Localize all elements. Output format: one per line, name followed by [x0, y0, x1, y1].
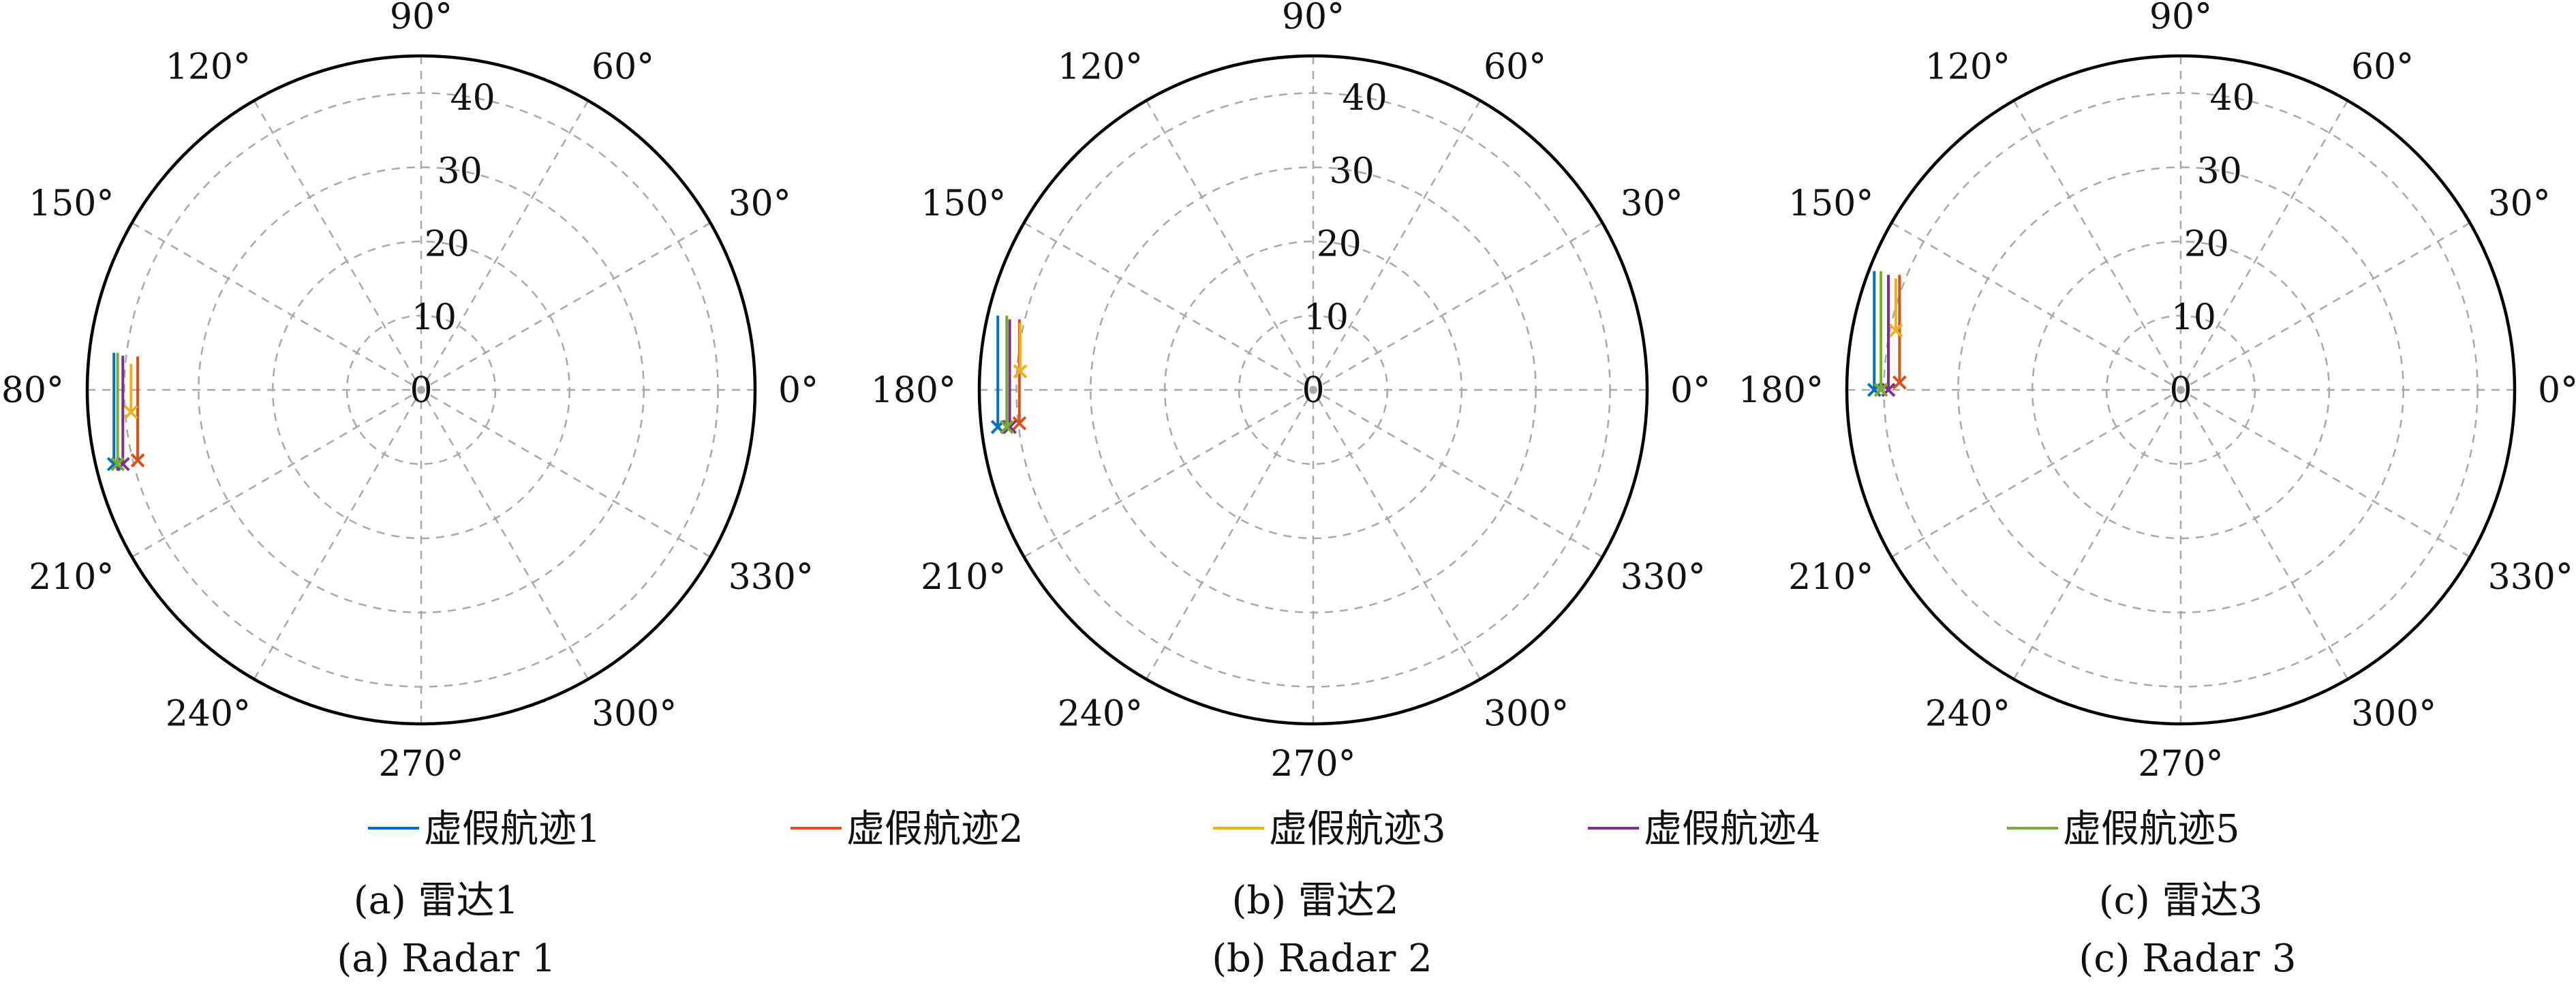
polar-panel-a: 0° 30° 60° 90° 120° 150° 180° 210° 240° … — [0, 0, 818, 981]
polar-outer-circle — [85, 54, 757, 726]
theta-tick-label: 180° — [0, 370, 64, 411]
theta-tick-label: 270° — [378, 744, 463, 785]
legend-label: 虚假航迹1 — [424, 807, 601, 851]
radial-tick-label: 20 — [1317, 224, 1362, 265]
legend-item: 虚假航迹3 — [1213, 807, 1446, 851]
track-series — [990, 316, 1028, 434]
theta-tick-label: 180° — [871, 370, 956, 411]
legend-label: 虚假航迹2 — [846, 807, 1024, 851]
theta-tick-labels: 0° 30° 60° 90° 120° 150° 180° 210° 240° … — [0, 0, 818, 785]
track-end-marker — [1888, 323, 1903, 338]
theta-tick-label: 60° — [2351, 46, 2414, 87]
theta-tick-label: 240° — [1058, 694, 1143, 735]
theta-tick-label: 0° — [2538, 370, 2576, 411]
legend-label: 虚假航迹3 — [1269, 807, 1446, 851]
radial-tick-label: 10 — [2171, 297, 2216, 338]
theta-tick-label: 270° — [2138, 744, 2223, 785]
legend-label: 虚假航迹5 — [2063, 807, 2240, 851]
radial-tick-labels: 0 10 20 30 40 — [1302, 78, 1387, 411]
angular-grid-spoke — [1024, 222, 1603, 558]
theta-tick-label: 300° — [592, 694, 677, 735]
theta-tick-label: 210° — [921, 557, 1006, 598]
legend-item: 虚假航迹5 — [2007, 807, 2240, 851]
track-end-marker — [110, 457, 125, 472]
radial-tick-label: 40 — [450, 78, 495, 119]
legend-item: 虚假航迹2 — [791, 807, 1024, 851]
caption-cn: (a) 雷达1 — [354, 879, 519, 923]
theta-tick-label: 180° — [1738, 370, 1824, 411]
theta-tick-label: 30° — [729, 183, 791, 224]
theta-tick-label: 120° — [1925, 46, 2010, 87]
legend-item: 虚假航迹4 — [1588, 807, 1821, 851]
theta-tick-label: 0° — [1670, 370, 1711, 411]
polar-panel-b: 0° 30° 60° 90° 120° 150° 180° 210° 240° … — [871, 0, 1711, 981]
theta-tick-label: 60° — [592, 46, 654, 87]
track-end-marker — [130, 453, 145, 468]
track-end-marker — [1892, 375, 1907, 390]
radial-tick-labels: 0 10 20 30 40 — [2169, 78, 2254, 411]
legend: 虚假航迹1 虚假航迹2 虚假航迹3 虚假航迹4 虚假航迹5 — [368, 807, 2240, 851]
theta-tick-label: 120° — [1058, 46, 1143, 87]
legend-label: 虚假航迹4 — [1644, 807, 1821, 851]
theta-tick-label: 210° — [29, 557, 114, 598]
polar-grid — [979, 56, 1647, 724]
theta-tick-label: 90° — [2149, 0, 2212, 37]
caption-en: (b) Radar 2 — [1212, 937, 1432, 981]
theta-tick-label: 270° — [1270, 744, 1355, 785]
theta-tick-label: 150° — [29, 183, 114, 224]
theta-tick-labels: 0° 30° 60° 90° 120° 150° 180° 210° 240° … — [871, 0, 1711, 785]
track-end-marker — [1013, 364, 1028, 379]
theta-tick-label: 90° — [390, 0, 453, 37]
theta-tick-label: 300° — [1484, 694, 1569, 735]
theta-tick-label: 240° — [166, 694, 251, 735]
theta-tick-label: 210° — [1788, 557, 1873, 598]
polar-panel-c: 0° 30° 60° 90° 120° 150° 180° 210° 240° … — [1738, 0, 2576, 981]
polar-outer-circle — [977, 54, 1649, 726]
caption-cn: (b) 雷达2 — [1232, 879, 1399, 923]
radial-tick-label: 0 — [1302, 370, 1324, 411]
radial-tick-label: 30 — [2197, 151, 2242, 192]
theta-tick-label: 300° — [2351, 694, 2436, 735]
radial-tick-label: 0 — [410, 370, 432, 411]
radial-tick-label: 10 — [1304, 297, 1349, 338]
track-end-marker — [999, 420, 1014, 434]
theta-tick-label: 30° — [1621, 183, 1683, 224]
track-series — [106, 352, 145, 472]
polar-grid — [87, 56, 755, 724]
radial-tick-label: 0 — [2169, 370, 2192, 411]
radial-tick-label: 20 — [2184, 224, 2229, 265]
track-series — [1867, 271, 1907, 397]
theta-tick-label: 330° — [2488, 557, 2573, 598]
theta-tick-label: 90° — [1282, 0, 1345, 37]
angular-grid-spoke — [132, 222, 711, 558]
theta-tick-label: 330° — [729, 557, 814, 598]
track-end-marker — [1012, 416, 1027, 431]
theta-tick-label: 240° — [1925, 694, 2010, 735]
theta-tick-label: 150° — [1788, 183, 1873, 224]
polar-outer-circle — [1845, 54, 2517, 726]
theta-tick-labels: 0° 30° 60° 90° 120° 150° 180° 210° 240° … — [1738, 0, 2576, 785]
radial-tick-label: 40 — [1343, 78, 1387, 119]
radial-tick-label: 20 — [425, 224, 470, 265]
theta-tick-label: 120° — [166, 46, 251, 87]
theta-tick-label: 30° — [2488, 183, 2551, 224]
radial-tick-labels: 0 10 20 30 40 — [410, 78, 495, 411]
track-end-marker — [1873, 382, 1888, 397]
caption-en: (c) Radar 3 — [2079, 937, 2296, 981]
radial-tick-label: 40 — [2210, 78, 2255, 119]
radial-tick-label: 30 — [1330, 151, 1375, 192]
theta-tick-label: 150° — [921, 183, 1006, 224]
theta-tick-label: 330° — [1621, 557, 1706, 598]
theta-tick-label: 0° — [778, 370, 818, 411]
theta-tick-label: 60° — [1484, 46, 1546, 87]
caption-cn: (c) 雷达3 — [2099, 879, 2263, 923]
caption-en: (a) Radar 1 — [337, 937, 555, 981]
radial-tick-label: 10 — [412, 297, 457, 338]
track-end-marker — [123, 405, 138, 420]
angular-grid-spoke — [1891, 222, 2470, 558]
radial-tick-label: 30 — [438, 151, 482, 192]
legend-item: 虚假航迹1 — [368, 807, 601, 851]
polar-grid — [1847, 56, 2515, 724]
